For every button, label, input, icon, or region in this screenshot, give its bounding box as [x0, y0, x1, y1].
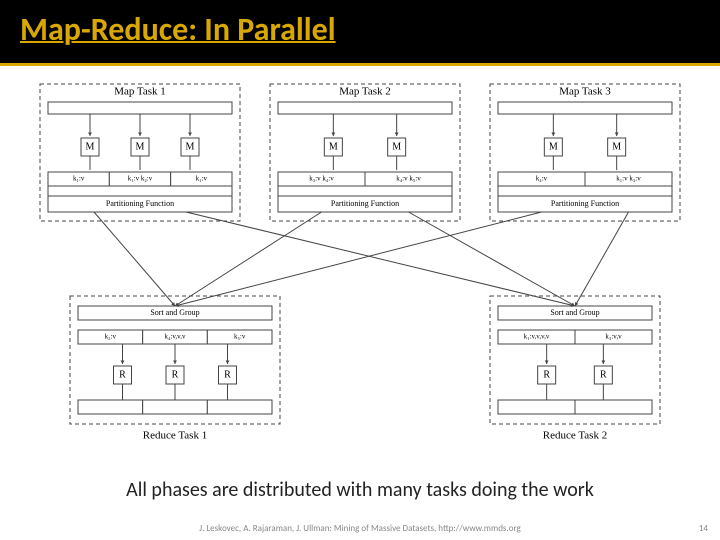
svg-text:M: M [86, 141, 95, 152]
caption: All phases are distributed with many tas… [0, 478, 720, 502]
svg-text:k₃:v k₄:v: k₃:v k₄:v [309, 175, 334, 183]
svg-text:Map Task 1: Map Task 1 [114, 86, 166, 98]
svg-text:k₄:v,v,v: k₄:v,v,v [165, 333, 186, 341]
svg-text:M: M [549, 141, 558, 152]
svg-text:R: R [543, 369, 550, 380]
svg-text:k₁:v k₂:v: k₁:v k₂:v [128, 175, 153, 183]
svg-text:Partitioning Function: Partitioning Function [106, 199, 174, 208]
svg-text:M: M [329, 141, 338, 152]
svg-text:M: M [186, 141, 195, 152]
svg-text:R: R [224, 369, 231, 380]
svg-text:Sort and Group: Sort and Group [550, 308, 599, 317]
svg-text:M: M [392, 141, 401, 152]
svg-text:k₁:v: k₁:v [73, 175, 85, 183]
svg-text:k₁:v k₃:v: k₁:v k₃:v [616, 175, 641, 183]
svg-text:M: M [136, 141, 145, 152]
svg-text:Sort and Group: Sort and Group [150, 308, 199, 317]
svg-text:k₄:v: k₄:v [536, 175, 548, 183]
svg-text:k₅:v: k₅:v [234, 333, 246, 341]
svg-text:Partitioning Function: Partitioning Function [331, 199, 399, 208]
page-number: 14 [699, 523, 708, 534]
svg-text:k₃:v,v: k₃:v,v [605, 333, 622, 341]
svg-text:k₂:v: k₂:v [105, 333, 117, 341]
slide-title: Map-Reduce: In Parallel [20, 10, 700, 49]
footer-citation: J. Leskovec, A. Rajaraman, J. Ullman: Mi… [0, 523, 720, 534]
svg-text:R: R [172, 369, 179, 380]
svg-text:Map Task 3: Map Task 3 [559, 86, 611, 98]
title-bar: Map-Reduce: In Parallel [0, 0, 720, 66]
diagram: Map Task 1 Mk₁:v Mk₁:v k₂:v Mk₁:v Partitioni… [0, 66, 720, 486]
svg-text:k₁:v,v,v,v: k₁:v,v,v,v [524, 333, 550, 341]
svg-text:Map Task 2: Map Task 2 [339, 86, 391, 98]
svg-text:Reduce Task 2: Reduce Task 2 [543, 430, 607, 442]
svg-text:k₁:v: k₁:v [196, 175, 208, 183]
svg-text:M: M [612, 141, 621, 152]
svg-text:k₄:v k₅:v: k₄:v k₅:v [396, 175, 421, 183]
svg-text:R: R [600, 369, 607, 380]
svg-text:Reduce Task 1: Reduce Task 1 [143, 430, 207, 442]
svg-text:Partitioning Function: Partitioning Function [551, 199, 619, 208]
svg-text:R: R [119, 369, 126, 380]
